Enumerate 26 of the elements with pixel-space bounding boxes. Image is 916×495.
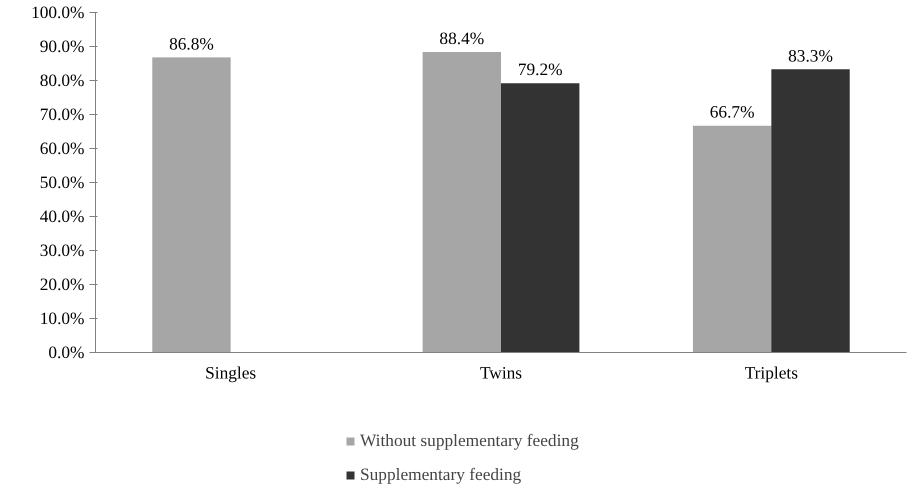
legend-label: Supplementary feeding: [360, 465, 522, 485]
y-tick-label: 90.0%: [40, 37, 85, 56]
x-tick-label: Twins: [480, 364, 522, 382]
x-tick-label: Singles: [205, 364, 256, 382]
y-tick-label: 0.0%: [48, 343, 85, 362]
data-label: 86.8%: [169, 34, 214, 54]
y-tick-label: 30.0%: [40, 241, 85, 260]
legend-label: Without supplementary feeding: [360, 431, 579, 451]
y-tick-label: 10.0%: [40, 309, 85, 328]
data-label: 83.3%: [788, 46, 833, 66]
y-tick-label: 40.0%: [40, 207, 85, 226]
y-tick-label: 80.0%: [40, 71, 85, 90]
data-label: 79.2%: [518, 60, 563, 80]
bar: [692, 126, 772, 352]
bar: [422, 52, 501, 352]
y-tick-label: 70.0%: [40, 105, 85, 124]
bar: [771, 69, 850, 352]
x-tick-label: Triplets: [744, 364, 798, 382]
y-tick-label: 60.0%: [40, 139, 85, 158]
data-label: 66.7%: [710, 102, 755, 122]
y-tick-label: 20.0%: [40, 275, 85, 294]
y-tick-label: 50.0%: [40, 173, 85, 192]
data-label: 88.4%: [439, 28, 484, 48]
bar: [152, 57, 231, 352]
y-tick-label: 100.0%: [31, 3, 85, 22]
bar: [501, 83, 580, 352]
